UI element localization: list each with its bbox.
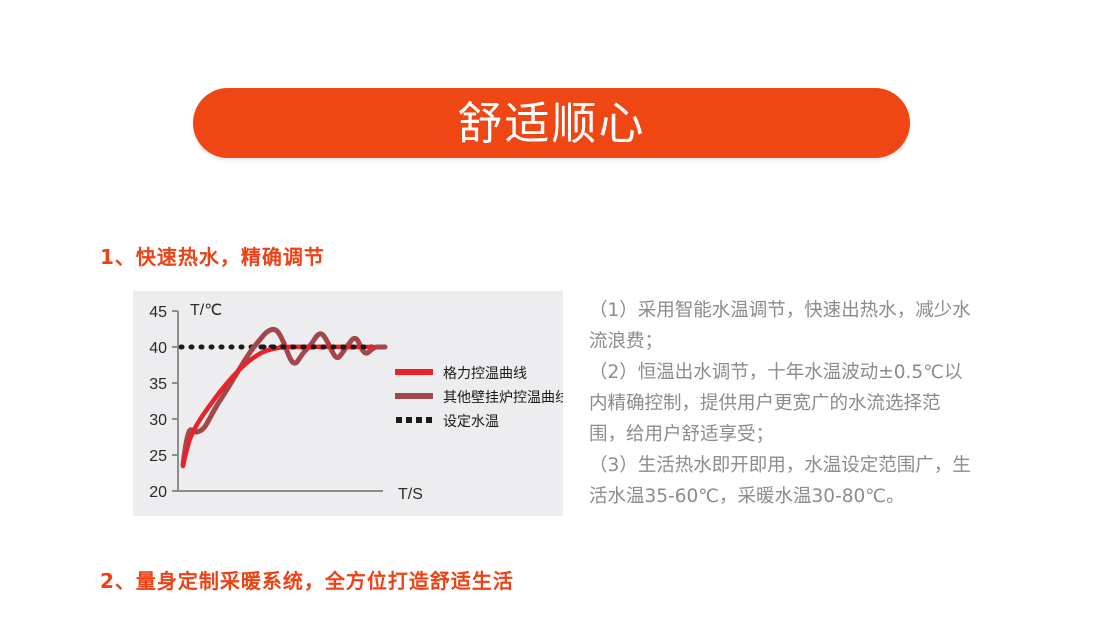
temperature-control-chart: 20 25 30 35 40 45 T/℃ T/S 格力控温曲线 其他壁挂炉控温… (133, 291, 563, 516)
chart-y-ticks (172, 310, 178, 492)
ytick-35: 35 (149, 376, 167, 393)
legend-label-gree: 格力控温曲线 (443, 366, 527, 382)
chart-legend: 格力控温曲线 其他壁挂炉控温曲线 设定水温 (395, 366, 563, 430)
page-title: 舒适顺心 (457, 96, 646, 150)
description-line-2: 流浪费； (589, 331, 664, 352)
chart-svg: 20 25 30 35 40 45 T/℃ T/S 格力控温曲线 其他壁挂炉控温… (149, 302, 563, 503)
feature-description: （1）采用智能水温调节，快速出热水，减少水 流浪费； （2）恒温出水调节，十年水… (589, 295, 1009, 512)
description-line-5: 围，给用户舒适享受； (589, 424, 775, 445)
chart-series-gree (180, 344, 376, 469)
ytick-20: 20 (149, 484, 167, 501)
ytick-25: 25 (149, 448, 167, 465)
chart-y-tick-labels: 20 25 30 35 40 45 (149, 304, 167, 501)
section-heading-1: 1、快速热水，精确调节 (100, 245, 325, 269)
legend-label-other-boiler: 其他壁挂炉控温曲线 (443, 390, 563, 406)
section-heading-2: 2、量身定制采暖系统，全方位打造舒适生活 (100, 569, 514, 593)
ytick-30: 30 (149, 412, 167, 429)
chart-y-axis-label: T/℃ (190, 302, 222, 319)
description-line-3: （2）恒温出水调节，十年水温波动±0.5℃以 (589, 362, 963, 383)
legend-label-setpoint: 设定水温 (443, 414, 499, 430)
chart-x-axis-label: T/S (398, 486, 423, 503)
chart-series-other-boiler (180, 326, 388, 468)
description-line-7: 活水温35-60℃，采暖水温30-80℃。 (589, 486, 905, 507)
ytick-45: 45 (149, 304, 167, 321)
description-line-4: 内精确控制，提供用户更宽广的水流选择范 (589, 393, 941, 414)
description-line-1: （1）采用智能水温调节，快速出热水，减少水 (589, 300, 971, 321)
page-title-banner: 舒适顺心 (193, 88, 910, 158)
ytick-40: 40 (149, 340, 167, 357)
description-line-6: （3）生活热水即开即用，水温设定范围广，生 (589, 455, 971, 476)
